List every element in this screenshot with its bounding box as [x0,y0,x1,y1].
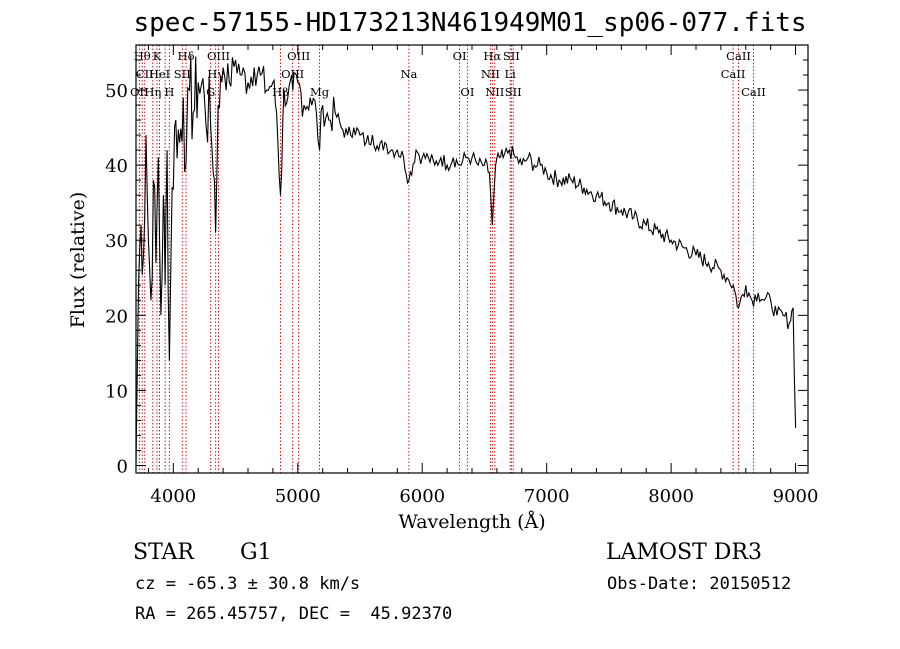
y-tick-label: 0 [117,456,128,477]
line-marker-label: OIII [287,49,310,63]
observation-date: Obs-Date: 20150512 [607,574,792,594]
plot-frame [135,44,809,474]
line-marker-label: NII [481,67,500,81]
line-marker-label: H [164,85,174,99]
y-axis-label: Flux (relative) [67,192,89,329]
line-marker-label: G [206,85,215,99]
x-tick-label: 7000 [524,486,570,507]
line-marker-label: Hθ [134,49,151,63]
line-marker-label: Na [400,67,417,81]
line-marker-labels: OIIHθCIIHηKHeIHSIIHδGHγOIIIHβOIIIOIIIMgN… [130,49,766,99]
line-marker-label: NII [485,85,504,99]
redshift-value: cz = -65.3 ± 30.8 km/s [135,574,361,594]
x-axis-ticks: 4000 5000 6000 7000 8000 9000 [147,45,819,507]
line-marker-label: Mg [310,85,330,99]
line-marker-label: CaII [721,67,746,81]
object-class: STAR [133,540,194,565]
y-tick-label: 30 [105,231,128,252]
line-marker-label: Hη [144,85,161,99]
y-tick-label: 40 [105,156,128,177]
coordinates: RA = 265.45757, DEC = 45.92370 [135,604,453,624]
x-tick-label: 8000 [648,486,694,507]
line-marker-label: Hα [483,49,501,63]
x-tick-label: 6000 [399,486,445,507]
y-axis-ticks: 0 10 20 30 40 50 [105,59,808,477]
line-marker-label: CaII [726,49,751,63]
line-marker-label: K [153,49,162,63]
line-marker-label: OIII [281,67,304,81]
line-marker-label: SII [505,85,522,99]
spectrum-line [135,55,797,466]
y-tick-label: 50 [105,81,128,102]
x-tick-label: 4000 [150,486,196,507]
line-marker-label: OIII [207,49,230,63]
line-marker-label: OI [453,49,467,63]
object-subclass: G1 [240,540,272,565]
line-marker-label: CII [136,67,154,81]
x-axis-label: Wavelength (Å) [398,511,545,533]
line-marker-label: OII [130,85,149,99]
line-marker-label: OI [460,85,474,99]
line-marker-label: SII [503,49,520,63]
x-tick-label: 9000 [773,486,819,507]
line-marker-label: SII [174,67,191,81]
line-marker-label: Li [505,67,517,81]
line-markers [138,45,754,473]
line-marker-label: HeI [149,67,170,81]
survey-name: LAMOST DR3 [606,540,762,565]
line-marker-label: CaII [741,85,766,99]
x-tick-label: 5000 [275,486,321,507]
line-marker-label: Hδ [178,49,195,63]
y-tick-label: 20 [105,306,128,327]
chart-title: spec-57155-HD173213N461949M01_sp06-077.f… [133,8,807,38]
line-marker-label: Hγ [207,67,224,81]
y-tick-label: 10 [105,381,128,402]
